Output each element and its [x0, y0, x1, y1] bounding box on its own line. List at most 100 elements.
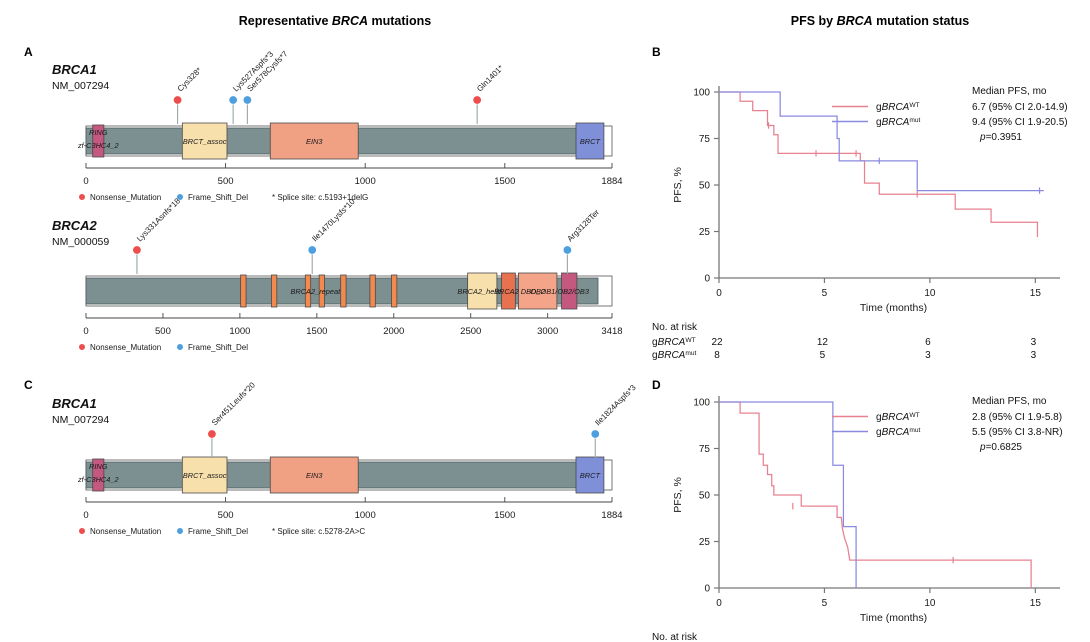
km-curve [719, 91, 1044, 192]
km-x-axis-title: Time (months) [860, 302, 927, 314]
km-y-tick-label: 50 [699, 181, 711, 192]
lollipop-head [590, 429, 600, 439]
lollipop-head [173, 95, 183, 105]
axis-tick-label: 1500 [494, 176, 515, 187]
left-figure-title: Representative BRCA mutations [120, 14, 550, 28]
axis-tick-label: 1000 [355, 176, 376, 187]
legend-label-frameshift: Frame_Shift_Del [188, 527, 248, 536]
axis-tick-label: 1500 [494, 510, 515, 521]
km-x-tick-label: 0 [716, 598, 722, 609]
mutation-label: Cys328* [176, 66, 204, 94]
km-x-tick-label: 0 [716, 288, 722, 299]
panel-letter-d: D [652, 378, 661, 392]
domain-label: BRCT [580, 471, 601, 480]
km-legend-label: gBRCAmut [876, 427, 921, 439]
km-legend-median: 9.4 (95% CI 1.9-20.5) [972, 117, 1068, 128]
km-curve [719, 91, 1039, 238]
protein-domain [92, 458, 105, 492]
lollipop-head [242, 95, 252, 105]
km-x-tick-label: 5 [822, 598, 828, 609]
legend-label-nonsense: Nonsense_Mutation [90, 193, 161, 202]
axis-tick-label: 500 [155, 326, 171, 337]
km-pvalue: p=0.6825 [979, 442, 1022, 453]
axis-tick-label: 3000 [537, 326, 558, 337]
km-risk-value: 12 [817, 337, 829, 348]
km-y-tick-label: 0 [704, 584, 710, 595]
axis-tick-label: 1500 [306, 326, 327, 337]
legend-footnote: * Splice site: c.5278-2A>C [272, 527, 365, 536]
mutation-label: Gln1401* [475, 63, 505, 93]
km-x-tick-label: 10 [924, 598, 936, 609]
legend-label-frameshift: Frame_Shift_Del [188, 193, 248, 202]
legend-label-nonsense: Nonsense_Mutation [90, 527, 161, 536]
protein-domain [304, 274, 312, 308]
protein-domain [92, 124, 105, 158]
km-curve [719, 401, 857, 588]
axis-tick-label: 1000 [355, 510, 376, 521]
panel-a2-gene-name: BRCA2 [52, 218, 97, 233]
panel-a-gene-name: BRCA1 [52, 62, 97, 77]
km-y-tick-label: 50 [699, 491, 711, 502]
lollipop-head [207, 429, 217, 439]
legend-label-frameshift: Frame_Shift_Del [188, 343, 248, 352]
domain-label: EIN3 [306, 471, 323, 480]
protein-domain [271, 274, 278, 308]
km-legend-median: 6.7 (95% CI 2.0-14.9) [972, 102, 1068, 113]
km-y-axis-title: PFS, % [672, 477, 684, 513]
km-y-tick-label: 75 [699, 444, 711, 455]
axis-tick-label: 1884 [601, 510, 622, 521]
legend-footnote: * Splice site: c.5193+1delG [272, 193, 368, 202]
km-risk-title: No. at risk [652, 322, 698, 333]
panel-a2-gene-header: BRCA2 NM_000059 [52, 218, 109, 248]
protein-domain [369, 274, 376, 308]
domain-label-dbd: BRCA2 DBD_OB1/OB2/OB3 [494, 287, 590, 296]
domain-label-ring: RING [89, 462, 108, 471]
km-x-tick-label: 15 [1030, 598, 1042, 609]
km-y-axis-title: PFS, % [672, 167, 684, 203]
km-legend-median: 5.5 (95% CI 3.8-NR) [972, 427, 1063, 438]
axis-tick-label: 2500 [460, 326, 481, 337]
axis-tick-label: 0 [83, 510, 88, 521]
protein-domain [340, 274, 347, 308]
domain-label: BRCT [580, 137, 601, 146]
protein-domain [318, 274, 325, 308]
km-x-tick-label: 10 [924, 288, 936, 299]
protein-domain [518, 272, 558, 310]
protein-domain [269, 456, 359, 494]
panel-c-accession: NM_007294 [52, 414, 110, 426]
left-title-gene: BRCA [331, 14, 368, 28]
domain-label: EIN3 [306, 137, 323, 146]
axis-tick-label: 500 [218, 176, 234, 187]
domain-label: OB2 [530, 287, 545, 296]
km-legend-label: gBRCAWT [876, 412, 920, 424]
km-risk-value: 5 [820, 350, 826, 361]
axis-tick-label: 1884 [601, 176, 622, 187]
domain-label: BRCA2_helical [457, 287, 507, 296]
km-y-tick-label: 25 [699, 537, 711, 548]
domain-label-zf: zf-C3HC4_2 [77, 141, 119, 150]
axis-tick-label: 0 [83, 326, 88, 337]
panel-b-km-plot: 0 25 50 75 100 0 5 10 15 PFS, % Time (months) Media… [648, 60, 1090, 361]
km-risk-value: 3 [1031, 350, 1037, 361]
km-legend-median: 2.8 (95% CI 1.9-5.8) [972, 412, 1062, 423]
km-y-tick-label: 100 [693, 88, 710, 99]
panel-letter-a: A [24, 45, 33, 59]
domain-label-zf: zf-C3HC4_2 [77, 475, 119, 484]
legend-dot-nonsense [79, 194, 85, 200]
protein-domain [181, 456, 228, 494]
legend-dot-frameshift [177, 528, 183, 534]
panel-letter-c: C [24, 378, 33, 392]
lollipop-head [562, 245, 572, 255]
km-curve [719, 401, 1032, 588]
mutation-label: Arg3128Ter [565, 208, 601, 244]
domain-label: BRCT_assoc [183, 471, 227, 480]
axis-tick-label: 3418 [601, 326, 622, 337]
protein-domain [467, 272, 498, 310]
legend-dot-frameshift [177, 344, 183, 350]
lollipop-head [228, 95, 238, 105]
protein-domain [575, 122, 605, 160]
km-y-tick-label: 25 [699, 227, 711, 238]
right-figure-title: PFS by BRCA mutation status [730, 14, 1030, 28]
km-x-tick-label: 15 [1030, 288, 1042, 299]
km-risk-value: 22 [711, 337, 723, 348]
